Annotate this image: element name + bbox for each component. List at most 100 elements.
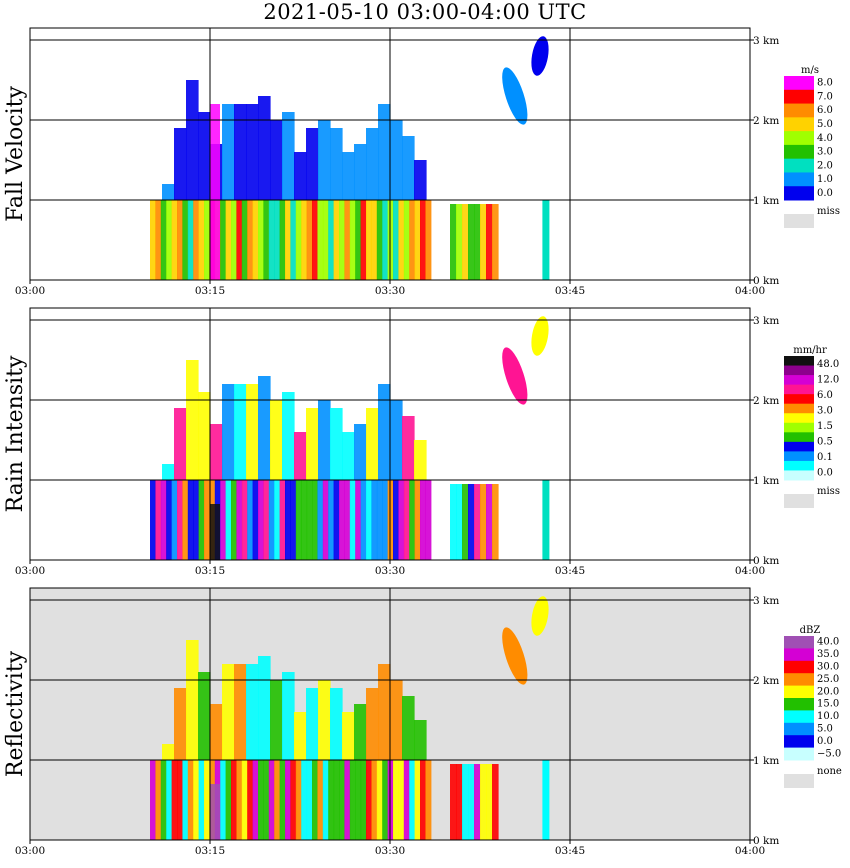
- panel-reflectivity: 03:00 03:15 03:30 03:45 04:000 km 1 km 2 km 3 k…: [3, 587, 842, 857]
- time-tick-label: 03:30: [375, 285, 405, 297]
- colorbar-label: 6.0: [817, 390, 833, 401]
- colorbar-swatch: [784, 660, 814, 674]
- colorbar-label: 40.0: [817, 637, 839, 648]
- colorbar-swatch: [784, 186, 814, 201]
- colorbar-swatch: [784, 722, 814, 736]
- time-tick-label: 03:00: [15, 565, 45, 577]
- height-tick-label: 3 km: [753, 35, 779, 47]
- colorbar-swatch: [784, 103, 814, 118]
- time-tick-label: 03:15: [195, 285, 225, 297]
- colorbar-swatch: [784, 158, 814, 173]
- height-tick-label: 2 km: [753, 395, 779, 407]
- colorbar-label: 1.0: [817, 174, 833, 185]
- colorbar-unit: m/s: [801, 65, 819, 76]
- missing-label: miss: [817, 206, 840, 217]
- colorbar-swatch: [784, 172, 814, 187]
- height-tick-label: 2 km: [753, 675, 779, 687]
- colorbar-label: −5.0: [817, 748, 841, 759]
- colorbar-swatch: [784, 365, 814, 376]
- colorbar-swatch: [784, 470, 814, 481]
- missing-swatch: [784, 774, 814, 788]
- colorbar-label: 7.0: [817, 91, 833, 102]
- colorbar-swatch: [784, 89, 814, 105]
- colorbar-swatch: [784, 375, 814, 386]
- colorbar-swatch: [784, 76, 814, 91]
- panel-fall-velocity: 03:00 03:15 03:30 03:45 04:000 km 1 km 2 km 3 k…: [3, 27, 840, 297]
- missing-swatch: [784, 214, 814, 228]
- panel-ylabel: Rain Intensity: [3, 355, 28, 512]
- colorbar-label: 25.0: [817, 674, 839, 685]
- height-tick-label: 0 km: [753, 275, 779, 287]
- colorbar-swatch: [784, 460, 814, 471]
- colorbar-swatch: [784, 636, 814, 649]
- colorbar-label: 0.0: [817, 736, 833, 747]
- time-tick-label: 03:15: [195, 845, 225, 857]
- time-tick-label: 03:30: [375, 845, 405, 857]
- height-tick-label: 3 km: [753, 315, 779, 327]
- colorbar-label: 20.0: [817, 686, 839, 697]
- missing-swatch: [784, 494, 814, 508]
- time-tick-label: 04:00: [735, 845, 765, 857]
- colorbar-label: 0.0: [817, 188, 833, 199]
- time-tick-label: 04:00: [735, 565, 765, 577]
- time-tick-label: 03:00: [15, 285, 45, 297]
- time-tick-label: 03:45: [555, 285, 585, 297]
- colorbar-swatch: [784, 403, 814, 414]
- colorbar-swatch: [784, 735, 814, 749]
- height-tick-label: 0 km: [753, 555, 779, 567]
- colorbar-label: 2.0: [817, 160, 833, 171]
- colorbar-swatch: [784, 422, 814, 433]
- time-tick-label: 04:00: [735, 285, 765, 297]
- panel-ylabel: Reflectivity: [3, 650, 28, 777]
- colorbar-swatch: [784, 710, 814, 724]
- panel-ylabel: Fall Velocity: [3, 86, 28, 222]
- colorbar-label: 8.0: [817, 78, 833, 89]
- colorbar-swatch: [784, 117, 814, 132]
- colorbar-label: 35.0: [817, 649, 839, 660]
- chart-title: 2021-05-10 03:00-04:00 UTC: [263, 0, 587, 24]
- precip-field: [150, 36, 550, 280]
- colorbar-label: 0.1: [817, 452, 833, 463]
- precip-field: [150, 596, 550, 840]
- colorbar-swatch: [784, 413, 814, 424]
- height-tick-label: 0 km: [753, 835, 779, 847]
- colorbar-label: 0.5: [817, 436, 833, 447]
- colorbar-label: 15.0: [817, 699, 839, 710]
- colorbar-unit: mm/hr: [793, 345, 827, 356]
- time-tick-label: 03:45: [555, 845, 585, 857]
- time-tick-label: 03:30: [375, 565, 405, 577]
- colorbar-unit: dBZ: [800, 625, 821, 636]
- precip-field: [150, 316, 550, 560]
- colorbar-swatch: [784, 432, 814, 443]
- panel-rain-intensity: 03:00 03:15 03:30 03:45 04:000 km 1 km 2 km 3 k…: [3, 307, 840, 577]
- colorbar-label: 3.0: [817, 405, 833, 416]
- colorbar-swatch: [784, 698, 814, 711]
- height-tick-label: 3 km: [753, 595, 779, 607]
- colorbar-label: 3.0: [817, 147, 833, 158]
- colorbar-label: 4.0: [817, 133, 833, 144]
- height-tick-label: 2 km: [753, 115, 779, 127]
- colorbar-swatch: [784, 144, 814, 160]
- colorbar-swatch: [784, 685, 814, 699]
- colorbar-swatch: [784, 451, 814, 462]
- colorbar-label: 1.5: [817, 421, 833, 432]
- missing-label: none: [817, 766, 842, 777]
- colorbar-label: 10.0: [817, 711, 839, 722]
- colorbar-swatch: [784, 673, 814, 687]
- colorbar-label: 48.0: [817, 359, 839, 370]
- colorbar-swatch: [784, 356, 814, 367]
- colorbar-label: 5.0: [817, 723, 833, 734]
- missing-label: miss: [817, 486, 840, 497]
- time-tick-label: 03:15: [195, 565, 225, 577]
- time-tick-label: 03:00: [15, 845, 45, 857]
- colorbar-label: 6.0: [817, 105, 833, 116]
- colorbar-swatch: [784, 747, 814, 761]
- time-tick-label: 03:45: [555, 565, 585, 577]
- height-tick-label: 1 km: [753, 755, 779, 767]
- colorbar-label: 30.0: [817, 661, 839, 672]
- colorbar-swatch: [784, 131, 814, 146]
- colorbar-swatch: [784, 384, 814, 395]
- height-tick-label: 1 km: [753, 475, 779, 487]
- colorbar-label: 5.0: [817, 119, 833, 130]
